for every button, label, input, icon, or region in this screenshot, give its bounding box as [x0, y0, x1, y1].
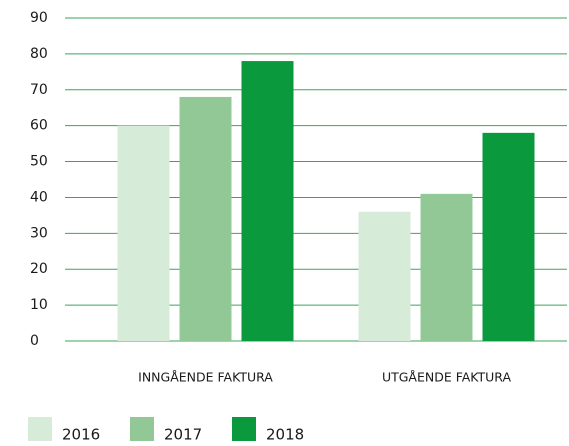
bar — [179, 96, 232, 341]
y-tick-label: 70 — [30, 82, 48, 98]
y-tick-label: 80 — [30, 46, 48, 62]
x-tick-label: INNGÅENDE FAKTURA — [138, 370, 273, 385]
bar — [241, 61, 294, 342]
bar — [482, 132, 535, 341]
legend-swatch — [130, 417, 154, 441]
x-tick-label: UTGÅENDE FAKTURA — [382, 370, 512, 385]
y-tick-label: 90 — [30, 10, 48, 26]
legend-label: 2017 — [164, 426, 202, 444]
y-tick-label: 20 — [30, 261, 48, 277]
y-tick-label: 50 — [30, 154, 48, 170]
y-tick-label: 30 — [30, 225, 48, 241]
y-tick-label: 40 — [30, 189, 48, 205]
legend-label: 2018 — [266, 426, 304, 444]
bar — [358, 211, 411, 341]
legend-label: 2016 — [62, 426, 100, 444]
bar — [117, 125, 170, 342]
y-tick-label: 0 — [30, 333, 39, 349]
legend-swatch — [232, 417, 256, 441]
y-tick-label: 60 — [30, 118, 48, 134]
legend-swatch — [28, 417, 52, 441]
bar — [420, 193, 473, 341]
y-tick-label: 10 — [30, 297, 48, 313]
